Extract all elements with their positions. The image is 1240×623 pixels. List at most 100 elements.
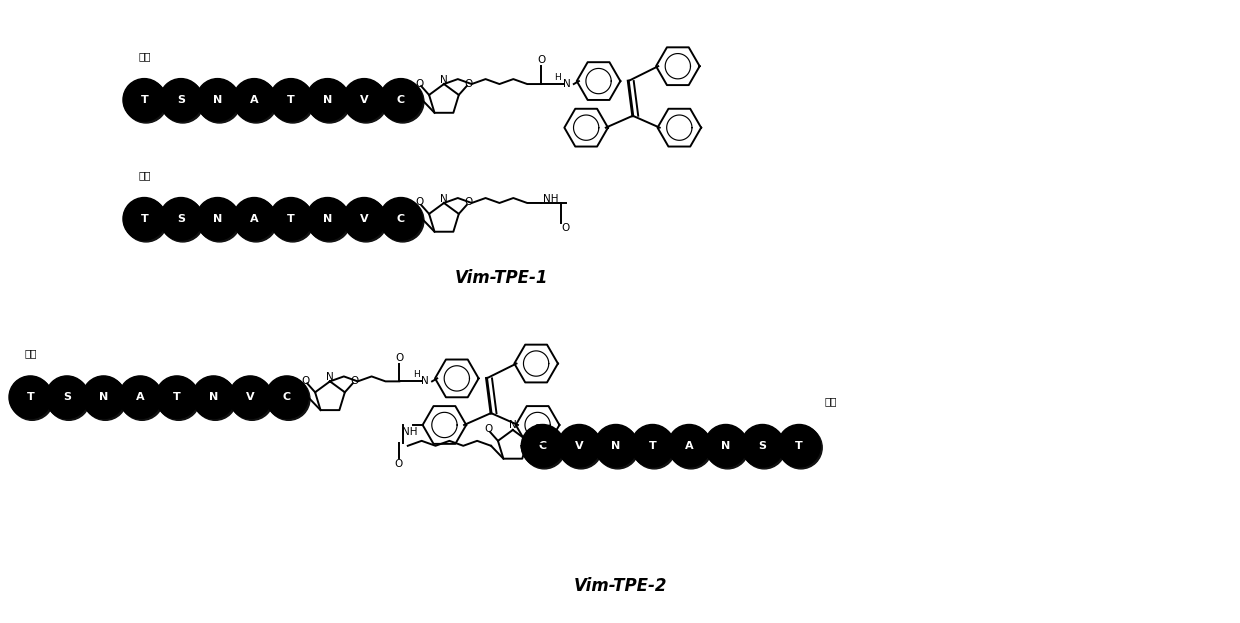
Text: V: V (360, 214, 368, 224)
Text: N: N (213, 95, 222, 105)
Circle shape (707, 426, 749, 469)
Circle shape (198, 199, 241, 242)
Circle shape (631, 424, 673, 467)
Text: T: T (286, 95, 295, 105)
Circle shape (11, 378, 53, 421)
Text: 砒端: 砒端 (138, 50, 150, 61)
Circle shape (269, 197, 312, 240)
Circle shape (234, 199, 278, 242)
Circle shape (632, 426, 676, 469)
Circle shape (193, 378, 237, 421)
Text: N: N (208, 392, 218, 402)
Text: O: O (533, 424, 541, 434)
Text: O: O (394, 459, 403, 468)
Text: N: N (213, 214, 222, 224)
Text: T: T (140, 95, 148, 105)
Circle shape (670, 426, 712, 469)
Circle shape (229, 376, 272, 419)
Circle shape (123, 78, 166, 121)
Text: T: T (140, 214, 148, 224)
Text: H: H (413, 370, 419, 379)
Circle shape (84, 378, 126, 421)
Text: C: C (397, 95, 405, 105)
Text: O: O (415, 197, 424, 207)
Text: NH: NH (402, 427, 418, 437)
Circle shape (780, 426, 822, 469)
Text: N: N (322, 95, 332, 105)
Circle shape (523, 426, 565, 469)
Text: A: A (250, 95, 259, 105)
Text: 砒端: 砒端 (138, 169, 150, 179)
Text: S: S (177, 214, 185, 224)
Text: N: N (563, 79, 570, 89)
Circle shape (668, 424, 711, 467)
Text: S: S (63, 392, 71, 402)
Text: O: O (464, 197, 472, 207)
Circle shape (9, 376, 52, 419)
Text: N: N (440, 75, 448, 85)
Circle shape (125, 80, 167, 123)
Text: A: A (250, 214, 259, 224)
Circle shape (125, 199, 167, 242)
Circle shape (268, 378, 310, 421)
Text: S: S (177, 95, 185, 105)
Circle shape (596, 426, 639, 469)
Text: Vim-TPE-1: Vim-TPE-1 (454, 269, 548, 287)
Text: N: N (422, 376, 429, 386)
Text: 砒端: 砒端 (24, 348, 36, 358)
Circle shape (234, 80, 278, 123)
Circle shape (46, 376, 88, 419)
Text: S: S (759, 441, 766, 451)
Text: O: O (485, 424, 492, 434)
Circle shape (157, 378, 200, 421)
Text: T: T (26, 392, 35, 402)
Circle shape (161, 80, 205, 123)
Text: Vim-TPE-2: Vim-TPE-2 (573, 576, 667, 594)
Circle shape (382, 80, 424, 123)
Circle shape (231, 378, 273, 421)
Text: N: N (326, 372, 334, 382)
Text: N: N (440, 194, 448, 204)
Text: N: N (322, 214, 332, 224)
Circle shape (343, 78, 386, 121)
Circle shape (82, 376, 125, 419)
Circle shape (777, 424, 821, 467)
Circle shape (123, 197, 166, 240)
Text: O: O (301, 376, 310, 386)
Circle shape (269, 78, 312, 121)
Text: C: C (538, 441, 547, 451)
Circle shape (265, 376, 309, 419)
Text: A: A (136, 392, 145, 402)
Text: V: V (360, 95, 368, 105)
Text: C: C (283, 392, 291, 402)
Text: V: V (575, 441, 584, 451)
Circle shape (558, 424, 600, 467)
Circle shape (120, 378, 164, 421)
Text: H: H (554, 73, 562, 82)
Text: O: O (464, 78, 472, 88)
Text: N: N (99, 392, 108, 402)
Circle shape (306, 197, 348, 240)
Text: V: V (246, 392, 254, 402)
Circle shape (196, 197, 239, 240)
Circle shape (343, 197, 386, 240)
Text: T: T (649, 441, 656, 451)
Text: T: T (795, 441, 804, 451)
Circle shape (742, 424, 784, 467)
Text: A: A (684, 441, 693, 451)
Text: N: N (611, 441, 620, 451)
Text: O: O (415, 78, 424, 88)
Text: O: O (396, 353, 403, 363)
Circle shape (160, 197, 202, 240)
Circle shape (379, 197, 422, 240)
Circle shape (198, 80, 241, 123)
Circle shape (233, 197, 275, 240)
Circle shape (47, 378, 91, 421)
Text: N: N (722, 441, 730, 451)
Circle shape (521, 424, 564, 467)
Circle shape (119, 376, 161, 419)
Circle shape (192, 376, 234, 419)
Text: N: N (508, 421, 517, 430)
Text: O: O (350, 376, 358, 386)
Circle shape (272, 199, 314, 242)
